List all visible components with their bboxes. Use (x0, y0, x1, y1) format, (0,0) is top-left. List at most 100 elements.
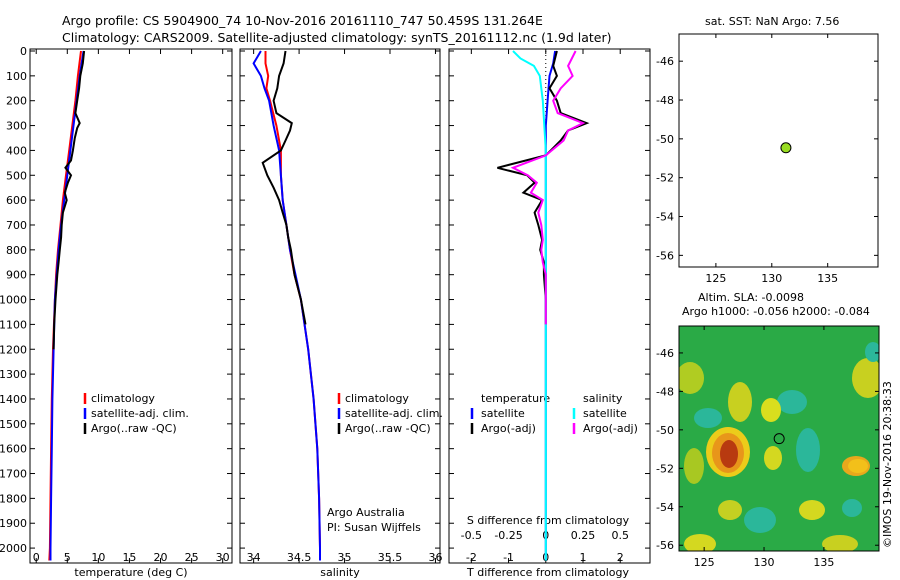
x-tick-label: 1 (580, 551, 587, 564)
y-tick-label: -46 (656, 55, 674, 68)
y-tick-label: 1700 (0, 468, 27, 481)
series-line (261, 50, 307, 325)
y-tick-label: 1400 (0, 393, 27, 406)
y-tick-label: 1900 (0, 517, 27, 530)
t-difference-axis-label: T difference from climatology (466, 566, 629, 579)
y-tick-label: 500 (6, 169, 27, 182)
series-line (510, 50, 586, 325)
x-tick-label: 34 (247, 551, 261, 564)
series-line (544, 50, 557, 561)
x-tick-label-salinity: -0.5 (461, 529, 482, 542)
y-tick-label: -52 (656, 172, 674, 185)
x-tick-label: 25 (185, 551, 199, 564)
x-tick-label: 34.5 (287, 551, 312, 564)
x-tick-label: -2 (466, 551, 477, 564)
series-line (512, 50, 547, 561)
y-tick-label: -46 (656, 347, 674, 360)
y-tick-label: 900 (6, 269, 27, 282)
x-tick-label: 20 (154, 551, 168, 564)
y-tick-label: 0 (20, 45, 27, 58)
temperature-axis-label: temperature (deg C) (74, 566, 187, 579)
pi-annotation: PI: Susan Wijffels (327, 521, 421, 534)
legend-label: climatology (345, 392, 409, 405)
legend-label: Argo(..raw -QC) (91, 422, 177, 435)
difference-legend: temperature salinity satellite Argo(-adj… (470, 392, 638, 435)
y-tick-label: -56 (656, 539, 674, 552)
y-tick-label: 200 (6, 95, 27, 108)
legend-label: satellite (583, 407, 627, 420)
sla-map-frame (678, 325, 880, 552)
y-tick-label: -54 (656, 501, 674, 514)
y-tick-label: 700 (6, 219, 27, 232)
y-tick-label: 1100 (0, 318, 27, 331)
x-tick-label: 125 (705, 272, 726, 285)
y-tick-label: -54 (656, 211, 674, 224)
sst-map-title: sat. SST: NaN Argo: 7.56 (705, 15, 839, 28)
legend-label: Argo(..raw -QC) (345, 422, 431, 435)
sla-map-title-line1: Altim. SLA: -0.0098 (698, 291, 804, 304)
temperature-panel-frame (29, 48, 233, 564)
y-tick-label: 1200 (0, 343, 27, 356)
y-tick-label: -50 (656, 424, 674, 437)
argo-location-marker (773, 433, 785, 445)
difference-panel-frame (448, 48, 651, 564)
y-tick-label: 2000 (0, 542, 27, 555)
y-tick-label: 1500 (0, 418, 27, 431)
x-tick-label: 35.5 (378, 551, 403, 564)
y-tick-label: -50 (656, 133, 674, 146)
s-difference-axis-label: S difference from climatology (467, 514, 630, 527)
operator-annotation: Argo Australia (327, 506, 405, 519)
x-tick-label: 135 (813, 556, 834, 569)
x-tick-label-salinity: 0.25 (571, 529, 596, 542)
legend-header-salinity: salinity (583, 392, 623, 405)
y-tick-label: 400 (6, 144, 27, 157)
legend-label: satellite-adj. clim. (345, 407, 443, 420)
y-tick-label: 300 (6, 120, 27, 133)
series-line (52, 50, 86, 350)
x-tick-label: 125 (694, 556, 715, 569)
x-tick-label: 35 (338, 551, 352, 564)
salinity-axis-label: salinity (320, 566, 360, 579)
x-tick-label: 135 (817, 272, 838, 285)
header-title-line1: Argo profile: CS 5904900_74 10-Nov-2016 … (62, 13, 543, 28)
legend-label: satellite-adj. clim. (91, 407, 189, 420)
y-tick-label: 1800 (0, 492, 27, 505)
x-tick-label: 15 (122, 551, 136, 564)
header-title-line2: Climatology: CARS2009. Satellite-adjuste… (62, 30, 612, 45)
legend-label: Argo(-adj) (583, 422, 638, 435)
series-line (252, 50, 321, 561)
chart-marks: 0 5 10 15 20 25 30 34 34.5 35 35.5 36 -2 -1 0 1 2 -0.5 -0.… (0, 34, 879, 569)
x-tick-label-salinity: 0.5 (611, 529, 629, 542)
y-tick-label: -56 (656, 249, 674, 262)
salinity-panel-frame (239, 48, 441, 564)
y-tick-label: -48 (656, 385, 674, 398)
y-tick-label: -52 (656, 462, 674, 475)
legend-label: climatology (91, 392, 155, 405)
y-tick-label: 100 (6, 70, 27, 83)
argo-location-marker (780, 142, 792, 154)
imos-credit: ©IMOS 19-Nov-2016 20:38:33 (881, 381, 894, 548)
x-tick-label-salinity: -0.25 (494, 529, 522, 542)
y-tick-label: 600 (6, 194, 27, 207)
sst-map-frame (678, 33, 879, 268)
y-tick-label: 1300 (0, 368, 27, 381)
sla-map-title-line2: Argo h1000: -0.056 h2000: -0.084 (682, 305, 870, 318)
y-tick-label: 800 (6, 244, 27, 257)
x-tick-label: 0 (33, 551, 40, 564)
legend-label: satellite (481, 407, 525, 420)
y-tick-label: 1000 (0, 294, 27, 307)
legend-header-temperature: temperature (481, 392, 550, 405)
x-tick-label: 10 (91, 551, 105, 564)
salinity-legend: climatology satellite-adj. clim. Argo(..… (337, 392, 443, 435)
x-tick-label: 36 (428, 551, 442, 564)
x-tick-label: 130 (761, 272, 782, 285)
x-tick-label: -1 (503, 551, 514, 564)
sla-heatmap (679, 326, 879, 551)
x-tick-label: 5 (64, 551, 71, 564)
y-tick-label: -48 (656, 94, 674, 107)
legend-label: Argo(-adj) (481, 422, 536, 435)
temperature-legend: climatology satellite-adj. clim. Argo(..… (83, 392, 189, 435)
x-tick-label: 130 (754, 556, 775, 569)
x-tick-label: 30 (216, 551, 230, 564)
